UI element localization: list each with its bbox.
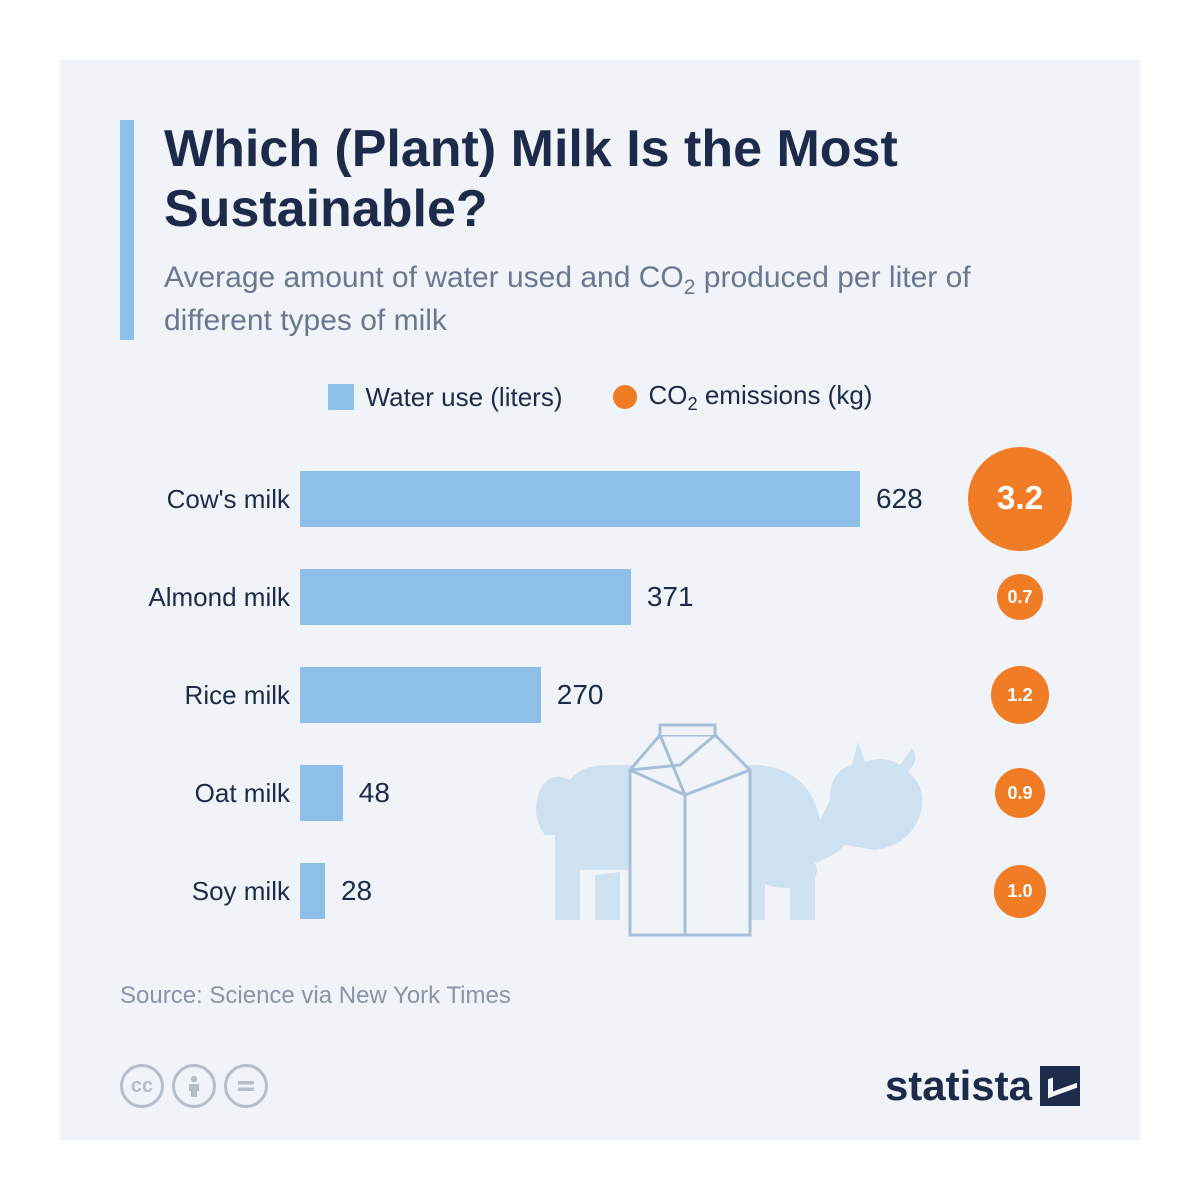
chart-row: Cow's milk6283.2 [300, 450, 940, 548]
row-label: Soy milk [120, 876, 290, 907]
water-value: 28 [341, 875, 372, 907]
bar-area: 48 [300, 765, 940, 821]
water-swatch-icon [328, 384, 354, 410]
bar-area: 628 [300, 471, 940, 527]
chart-row: Rice milk2701.2 [300, 646, 940, 744]
water-value: 371 [647, 581, 694, 613]
legend-co2-label: CO2 emissions (kg) [649, 380, 873, 415]
legend-water: Water use (liters) [328, 380, 563, 415]
source-text: Source: Science via New York Times [120, 982, 511, 1010]
bubble-column: 1.0 [960, 865, 1080, 918]
co2-bubble: 0.9 [995, 768, 1046, 819]
bar-area: 28 [300, 863, 940, 919]
header: Which (Plant) Milk Is the Most Sustainab… [120, 120, 1080, 340]
brand-mark-icon [1040, 1066, 1080, 1106]
chart-row: Soy milk281.0 [300, 842, 940, 940]
bubble-column: 3.2 [960, 447, 1080, 551]
water-value: 628 [876, 483, 923, 515]
cc-icon: cc [120, 1064, 164, 1108]
row-label: Rice milk [120, 680, 290, 711]
bar-area: 371 [300, 569, 940, 625]
bar-chart: Cow's milk6283.2Almond milk3710.7Rice mi… [120, 450, 1080, 940]
bubble-column: 0.7 [960, 574, 1080, 620]
nd-icon [224, 1064, 268, 1108]
brand-logo: statista [885, 1062, 1080, 1110]
legend-co2: CO2 emissions (kg) [613, 380, 873, 415]
water-value: 270 [557, 679, 604, 711]
chart-row: Almond milk3710.7 [300, 548, 940, 646]
footer: cc statista [120, 1062, 1080, 1110]
brand-text: statista [885, 1062, 1032, 1110]
bubble-column: 0.9 [960, 768, 1080, 819]
title: Which (Plant) Milk Is the Most Sustainab… [164, 120, 1080, 240]
by-icon [172, 1064, 216, 1108]
water-value: 48 [359, 777, 390, 809]
row-label: Cow's milk [120, 484, 290, 515]
co2-bubble: 1.0 [994, 865, 1047, 918]
co2-bubble: 3.2 [968, 447, 1072, 551]
legend-water-label: Water use (liters) [366, 382, 563, 413]
co2-swatch-icon [613, 385, 637, 409]
accent-bar [120, 120, 134, 340]
water-bar [300, 765, 343, 821]
row-label: Almond milk [120, 582, 290, 613]
water-bar [300, 569, 631, 625]
row-label: Oat milk [120, 778, 290, 809]
infographic-card: Which (Plant) Milk Is the Most Sustainab… [60, 60, 1140, 1140]
chart-row: Oat milk480.9 [300, 744, 940, 842]
cc-license-icons: cc [120, 1064, 268, 1108]
bar-area: 270 [300, 667, 940, 723]
water-bar [300, 471, 860, 527]
subtitle: Average amount of water used and CO2 pro… [164, 258, 1080, 340]
water-bar [300, 863, 325, 919]
bubble-column: 1.2 [960, 666, 1080, 724]
water-bar [300, 667, 541, 723]
co2-bubble: 0.7 [997, 574, 1043, 620]
co2-bubble: 1.2 [991, 666, 1049, 724]
header-text: Which (Plant) Milk Is the Most Sustainab… [164, 120, 1080, 340]
legend: Water use (liters) CO2 emissions (kg) [120, 380, 1080, 415]
